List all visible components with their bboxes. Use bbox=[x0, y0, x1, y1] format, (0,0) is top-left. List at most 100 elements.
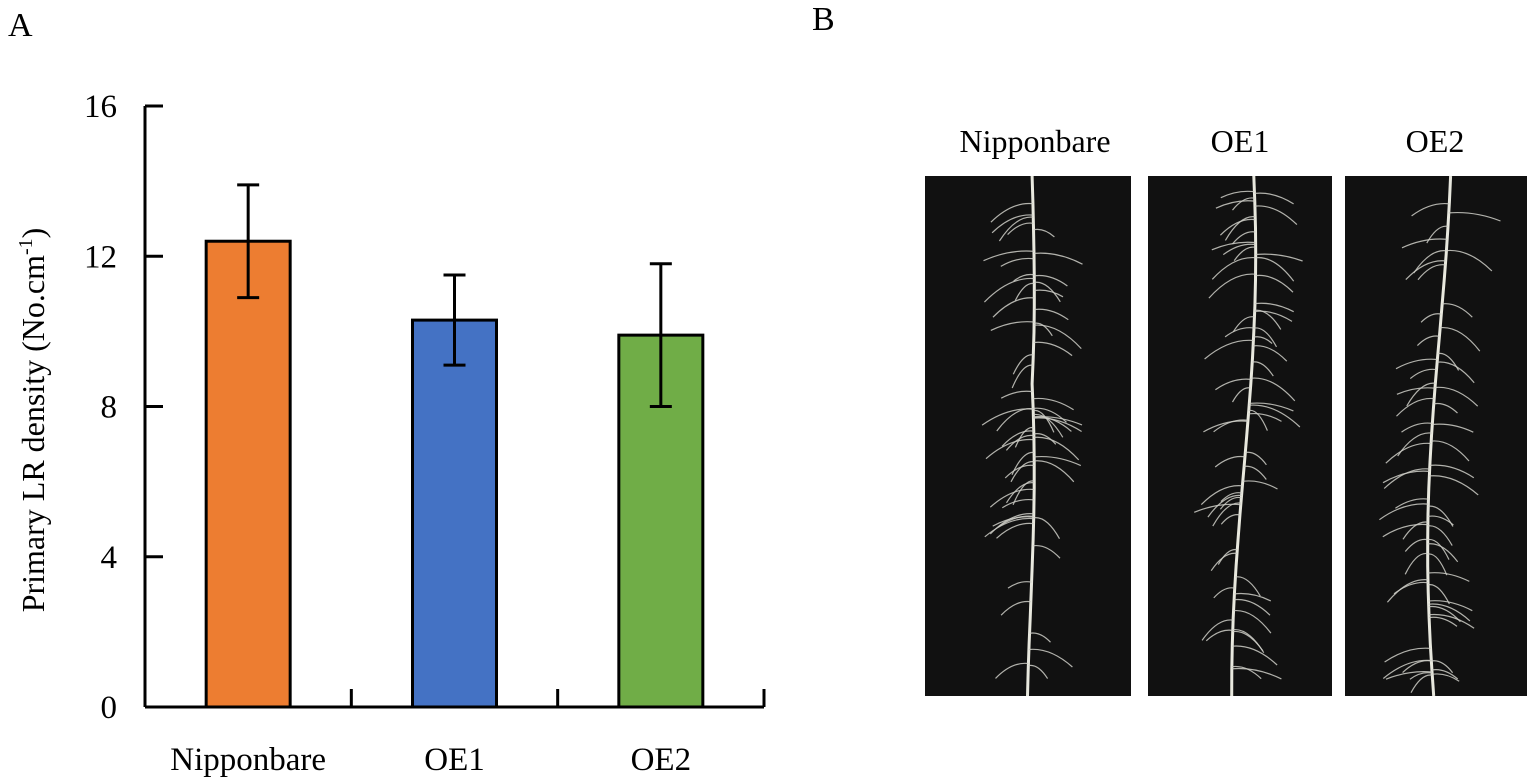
y-ticks-layer: 0 4 8 12 16 bbox=[84, 89, 163, 726]
lateral-root bbox=[1201, 619, 1234, 641]
lateral-root bbox=[1215, 378, 1252, 391]
lateral-root bbox=[1013, 273, 1035, 282]
lateral-root bbox=[1011, 364, 1034, 389]
lateral-root bbox=[1032, 397, 1074, 411]
lateral-root bbox=[1249, 404, 1301, 428]
lateral-root bbox=[984, 517, 1034, 538]
lateral-root bbox=[1207, 494, 1242, 518]
lateral-root bbox=[981, 408, 1034, 426]
lateral-root bbox=[1254, 302, 1294, 313]
lateral-root bbox=[1211, 257, 1256, 280]
lateral-root bbox=[1029, 632, 1051, 643]
lateral-root bbox=[1442, 303, 1473, 318]
lateral-root bbox=[1211, 241, 1256, 251]
lateral-root bbox=[1235, 576, 1261, 597]
lateral-root bbox=[1255, 274, 1294, 293]
lateral-root bbox=[1033, 417, 1082, 433]
lateral-root bbox=[1253, 336, 1273, 344]
lateral-root bbox=[1409, 368, 1437, 380]
lateral-root bbox=[1411, 202, 1450, 217]
lateral-root bbox=[1032, 544, 1061, 559]
lateral-root bbox=[1233, 246, 1256, 262]
lateral-root bbox=[1232, 231, 1256, 245]
lateral-root bbox=[1409, 672, 1433, 680]
lateral-root bbox=[1220, 190, 1255, 199]
lateral-root bbox=[1253, 345, 1288, 362]
lateral-root bbox=[1393, 581, 1429, 595]
lateral-root bbox=[1448, 211, 1501, 222]
lateral-root bbox=[1404, 538, 1428, 552]
lateral-root bbox=[1232, 630, 1264, 652]
lateral-root bbox=[1000, 600, 1031, 616]
lateral-root bbox=[1034, 460, 1075, 483]
photo-label: OE2 bbox=[1406, 123, 1465, 159]
lateral-root bbox=[1219, 218, 1256, 236]
lateral-root bbox=[1000, 257, 1035, 267]
photo-label: Nipponbare bbox=[959, 123, 1110, 159]
lateral-root bbox=[1432, 423, 1474, 433]
lateral-root bbox=[1213, 587, 1235, 599]
lateral-root bbox=[1404, 552, 1428, 575]
lateral-root bbox=[998, 216, 1034, 242]
lateral-root bbox=[1385, 671, 1433, 680]
lateral-root bbox=[1220, 514, 1241, 525]
lateral-root bbox=[1004, 464, 1035, 479]
lateral-root bbox=[1034, 455, 1082, 467]
lateral-root bbox=[990, 321, 1035, 331]
error-bars-layer bbox=[237, 183, 672, 408]
lateral-root bbox=[1386, 579, 1429, 603]
y-axis-label-close: ) bbox=[15, 228, 51, 239]
lateral-root bbox=[1005, 482, 1035, 504]
lateral-root bbox=[1007, 581, 1032, 589]
lateral-root bbox=[1254, 309, 1282, 330]
lateral-root bbox=[1254, 205, 1298, 226]
lateral-root bbox=[1437, 352, 1460, 371]
lateral-root bbox=[1034, 281, 1061, 303]
lateral-root bbox=[1431, 440, 1470, 462]
lateral-root bbox=[1427, 553, 1448, 576]
lateral-root bbox=[1033, 416, 1083, 426]
lateral-root bbox=[1427, 584, 1450, 605]
lateral-root bbox=[1033, 252, 1083, 265]
lateral-root bbox=[1428, 613, 1475, 629]
lateral-root bbox=[1200, 485, 1243, 506]
lateral-root bbox=[1255, 253, 1303, 262]
lateral-root bbox=[1012, 354, 1034, 375]
lateral-root bbox=[1417, 264, 1446, 281]
lateral-root bbox=[1405, 260, 1446, 281]
lateral-root bbox=[1254, 310, 1293, 322]
x-tick-label: OE1 bbox=[424, 742, 485, 778]
lateral-root bbox=[1428, 603, 1471, 622]
lateral-root bbox=[1033, 433, 1057, 445]
lateral-root bbox=[1034, 289, 1064, 298]
x-tick-label: OE2 bbox=[631, 742, 692, 778]
lateral-root bbox=[1402, 660, 1432, 674]
bar-nipponbare bbox=[204, 239, 292, 709]
lateral-root bbox=[1214, 455, 1245, 468]
panel-label-a: A bbox=[8, 7, 33, 44]
lateral-root bbox=[1007, 222, 1034, 236]
lateral-root bbox=[1033, 322, 1053, 337]
lateral-root bbox=[1233, 610, 1272, 634]
lateral-root bbox=[1014, 282, 1035, 301]
lateral-root bbox=[1427, 525, 1453, 546]
bar-oe1 bbox=[411, 318, 498, 709]
lateral-root bbox=[1033, 228, 1055, 238]
lateral-root bbox=[1410, 674, 1433, 693]
lateral-root bbox=[1034, 308, 1069, 321]
lateral-root bbox=[1401, 238, 1448, 249]
x-tick-label: Nipponbare bbox=[170, 742, 326, 778]
lateral-root bbox=[1446, 249, 1493, 272]
lateral-root bbox=[1215, 200, 1255, 209]
lateral-root bbox=[990, 202, 1033, 223]
lateral-root bbox=[1427, 543, 1459, 563]
y-tick-label: 12 bbox=[84, 239, 117, 275]
root-photo bbox=[1148, 176, 1332, 696]
lateral-root bbox=[1385, 442, 1432, 464]
lateral-root bbox=[1248, 412, 1282, 422]
lateral-root bbox=[1248, 409, 1268, 431]
bar-chart: 0 4 8 12 16 Nipponbare OE1 OE2 Primary LR dens… bbox=[15, 89, 766, 778]
lateral-root bbox=[1034, 274, 1068, 287]
primary-root bbox=[1426, 175, 1453, 697]
lateral-root bbox=[996, 522, 1034, 539]
